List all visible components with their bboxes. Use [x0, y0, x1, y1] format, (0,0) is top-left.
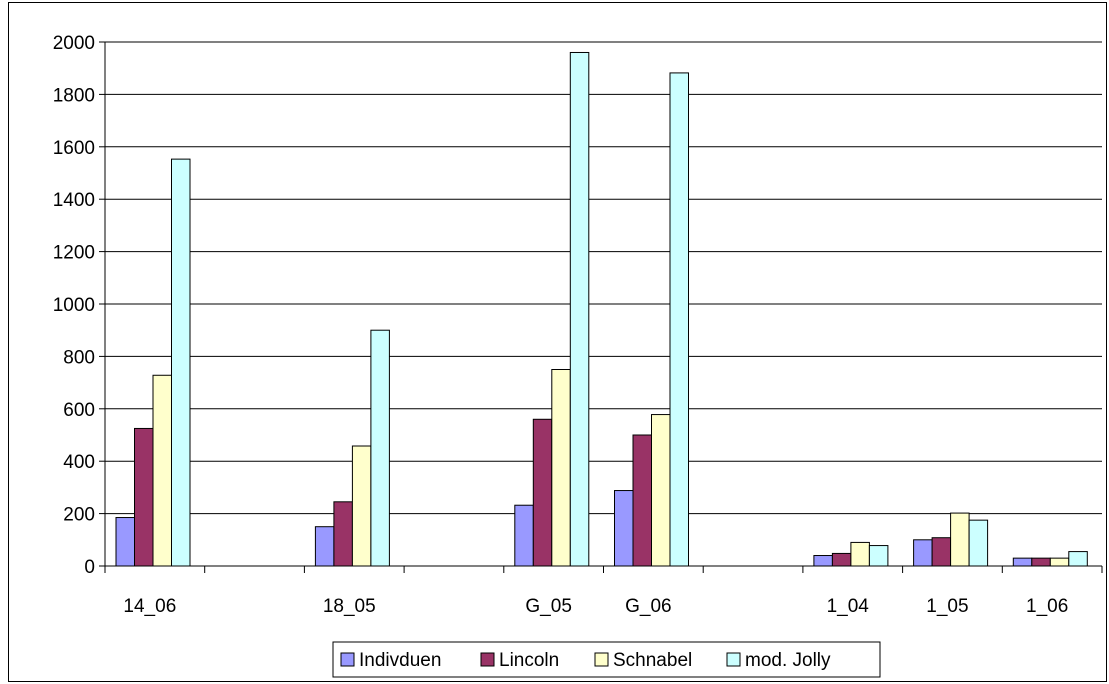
bar-mod-jolly-14_06 — [171, 158, 191, 567]
y-tick-label: 800 — [63, 347, 95, 368]
bar-indivduen-18_05 — [314, 526, 335, 567]
y-tick-label: 400 — [63, 452, 95, 473]
bar-indivduen-1_05 — [913, 539, 933, 567]
bar-schnabel-1_06 — [1049, 557, 1070, 567]
bar-lincoln-1_06 — [1031, 557, 1051, 567]
bar-lincoln-18_05 — [333, 501, 353, 567]
x-tick-label: G_06 — [625, 596, 671, 617]
x-tick-label: 18_05 — [323, 596, 376, 617]
legend-swatch — [340, 652, 355, 667]
y-tick-label: 600 — [63, 400, 95, 421]
y-tick-label: 1600 — [53, 138, 95, 159]
x-tick-label: 14_06 — [123, 596, 176, 617]
y-tick-label: 1800 — [53, 85, 95, 106]
bars — [115, 51, 1088, 567]
x-tick-label: G_05 — [525, 596, 571, 617]
legend-swatch — [480, 652, 495, 667]
y-tick-label: 1000 — [53, 295, 95, 316]
legend-label: Lincoln — [499, 650, 559, 671]
bar-schnabel-1_04 — [850, 541, 870, 567]
x-tick-label: 1_06 — [1026, 596, 1068, 617]
bar-schnabel-G_05 — [551, 369, 571, 567]
legend: Indivduen Lincoln Schnabel mod. Jolly — [332, 641, 881, 678]
bar-lincoln-1_05 — [931, 537, 952, 567]
bar-indivduen-14_06 — [115, 517, 135, 567]
bar-lincoln-G_06 — [632, 434, 652, 567]
axes — [99, 41, 1103, 573]
y-tick-label: 2000 — [53, 33, 95, 54]
y-tick-label: 0 — [84, 557, 95, 578]
legend-label: mod. Jolly — [745, 650, 831, 671]
y-tick-label: 200 — [63, 505, 95, 526]
bar-indivduen-1_04 — [813, 555, 833, 567]
bar-indivduen-G_05 — [514, 504, 534, 567]
bar-schnabel-1_05 — [950, 512, 970, 567]
bar-lincoln-1_04 — [831, 552, 852, 567]
y-tick-label: 1400 — [53, 190, 95, 211]
y-tick-labels: 0 200 400 600 800 1000 1200 1400 1600 1800 2000 — [53, 33, 95, 578]
bar-mod-jolly-1_05 — [968, 519, 989, 567]
bar-mod-jolly-G_06 — [669, 72, 689, 567]
chart-frame — [8, 2, 1107, 682]
x-tick-labels: 14_06 18_05 G_05 G_06 1_04 1_05 1_06 — [123, 596, 1068, 617]
bar-indivduen-G_06 — [614, 490, 634, 567]
bar-mod-jolly-G_05 — [569, 51, 590, 567]
bar-schnabel-G_06 — [651, 414, 671, 567]
x-tick-label: 1_05 — [926, 596, 968, 617]
bar-mod-jolly-1_06 — [1068, 551, 1088, 567]
x-tick-label: 1_04 — [827, 596, 870, 617]
legend-label: Indivduen — [359, 650, 441, 671]
bar-mod-jolly-1_04 — [868, 545, 889, 567]
bar-schnabel-18_05 — [351, 445, 372, 567]
bar-schnabel-14_06 — [152, 374, 172, 567]
bar-lincoln-14_06 — [134, 427, 154, 567]
legend-label: Schnabel — [613, 650, 692, 671]
legend-swatch — [726, 652, 741, 667]
gridlines — [105, 41, 1102, 515]
bar-indivduen-1_06 — [1012, 557, 1033, 567]
y-tick-label: 1200 — [53, 243, 95, 264]
bar-lincoln-G_05 — [532, 418, 553, 567]
legend-swatch — [594, 652, 609, 667]
bar-mod-jolly-18_05 — [370, 329, 390, 567]
